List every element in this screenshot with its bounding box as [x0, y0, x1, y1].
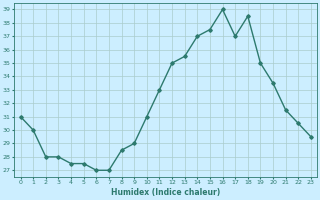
X-axis label: Humidex (Indice chaleur): Humidex (Indice chaleur): [111, 188, 220, 197]
